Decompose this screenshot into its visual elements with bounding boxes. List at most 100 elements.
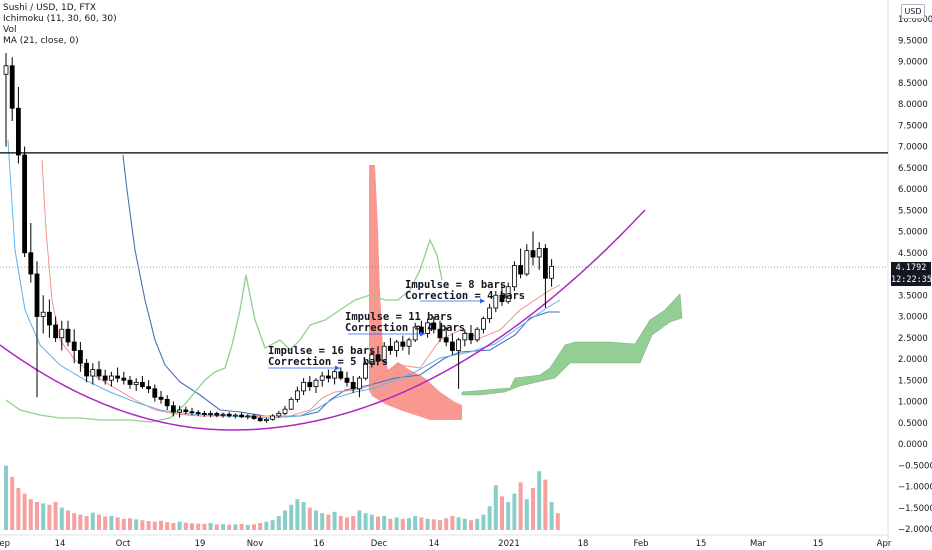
volume-bar	[444, 518, 449, 530]
candle-body	[375, 354, 381, 362]
candle-body	[325, 375, 331, 379]
volume-bar	[295, 499, 300, 530]
candle-body	[40, 311, 46, 317]
currency-button[interactable]: USD	[901, 4, 925, 19]
candles	[3, 53, 554, 423]
candle-body	[127, 379, 133, 385]
candle-body	[301, 381, 307, 392]
candle-body	[109, 375, 114, 381]
candle-body	[201, 412, 207, 415]
volume-bar	[469, 520, 473, 530]
volume-bar	[506, 502, 511, 530]
annotation-text: Impulse = 11 bars	[345, 311, 452, 323]
volume-bar	[264, 521, 269, 530]
volume-bar	[320, 513, 325, 530]
candle-body	[133, 381, 139, 385]
volume-bar	[419, 517, 424, 530]
candle-body	[59, 328, 65, 339]
candle-body	[294, 390, 300, 400]
volume-bar	[382, 516, 387, 530]
indicator-ichimoku[interactable]: Ichimoku (11, 30, 60, 30)	[3, 14, 117, 24]
volume-bar	[78, 514, 83, 530]
candle-body	[282, 408, 288, 414]
volume-bar	[394, 517, 399, 530]
y-tick-label: −1.5000	[898, 504, 932, 514]
volume-bar	[369, 514, 374, 530]
volume-bar	[376, 516, 380, 530]
volume-bar	[431, 519, 436, 530]
candle-body	[189, 411, 195, 414]
volume-bar	[276, 516, 281, 530]
volume-bar	[289, 504, 294, 530]
candle-body	[71, 341, 77, 351]
y-tick-label: 0.5000	[898, 419, 928, 429]
lagging-span	[5, 238, 443, 423]
candle-body	[276, 412, 282, 417]
volume-bar	[214, 524, 219, 530]
volume-bar	[438, 520, 442, 530]
volume-bar	[28, 499, 33, 530]
volume-bar	[16, 488, 21, 530]
y-tick-label: 9.0000	[898, 58, 928, 68]
volume-bar	[159, 520, 163, 530]
volume-bar	[121, 518, 126, 530]
volume-bar	[59, 507, 64, 530]
candle-body	[28, 252, 34, 275]
symbol-title: Sushi / USD, 1D, FTX	[3, 3, 97, 13]
candle-body	[363, 362, 369, 379]
candle-body	[152, 388, 158, 398]
volume-bar	[53, 502, 58, 530]
candle-body	[139, 381, 145, 388]
volume-bar	[35, 502, 39, 530]
last-price-tag: 4.1792	[891, 262, 931, 274]
candle-body	[214, 412, 220, 416]
candle-body	[158, 396, 164, 400]
ichimoku-cloud-bullish	[461, 293, 683, 396]
candle-body	[146, 386, 152, 390]
candle-body	[344, 377, 350, 383]
candle-body	[115, 375, 120, 379]
volume-bar	[208, 523, 213, 530]
candle-body	[369, 354, 375, 364]
volume-bar	[493, 485, 498, 530]
volume-bar	[177, 521, 182, 530]
candle-body	[22, 154, 28, 254]
candle-body	[356, 377, 362, 390]
y-tick-label: 8.5000	[898, 79, 928, 89]
volume-bar	[22, 493, 27, 530]
annotation-arrowhead	[480, 298, 485, 304]
y-tick-label: 8.0000	[898, 100, 928, 110]
x-tick-label: 15	[813, 539, 824, 549]
y-tick-label: 10.0000	[898, 15, 932, 25]
indicator-volume[interactable]: Vol	[3, 25, 17, 35]
volume-bar	[301, 502, 306, 530]
y-tick-label: 7.0000	[898, 143, 928, 153]
candle-body	[15, 107, 21, 156]
volume-bar	[481, 514, 486, 530]
indicator-ma[interactable]: MA (21, close, 0)	[3, 36, 79, 46]
x-tick-label: 15	[696, 539, 707, 549]
candle-body	[499, 294, 505, 303]
ichimoku-cloud-bearish	[369, 165, 462, 420]
volume-bar	[475, 518, 480, 530]
countdown-tag: 12:22:35	[891, 274, 932, 286]
volume-bar	[487, 506, 492, 530]
candle-body	[524, 250, 530, 275]
candle-body	[183, 409, 189, 413]
candle-body	[437, 328, 443, 339]
candle-body	[474, 328, 480, 341]
volume-bar	[84, 516, 89, 530]
volume-bar	[413, 516, 418, 530]
volume-bar	[332, 511, 337, 530]
volume-bar	[66, 510, 70, 530]
x-tick-label: Dec	[371, 539, 388, 549]
candle-body	[121, 377, 127, 381]
volume-bar	[202, 523, 207, 530]
volume-bar	[450, 516, 455, 530]
y-tick-label: 9.5000	[898, 36, 928, 46]
candle-body	[177, 409, 183, 413]
volume-bar	[283, 510, 287, 530]
x-tick-label: 14	[55, 539, 66, 549]
